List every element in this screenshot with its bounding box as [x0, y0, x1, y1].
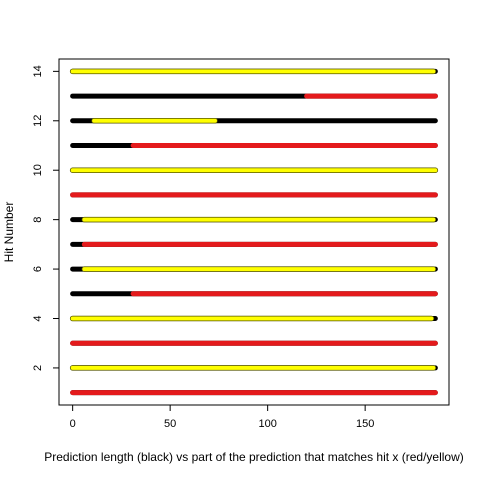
- x-axis: 0 50 100 150: [70, 404, 374, 430]
- x-tick-label-4: 150: [356, 418, 374, 430]
- y-axis: 2 4 6 8 10 12 14: [32, 65, 60, 371]
- y-tick-label-4: 8: [32, 217, 44, 223]
- x-tick-label-3: 100: [258, 418, 276, 430]
- plot-frame: [58, 58, 450, 406]
- x-axis-title: Prediction length (black) vs part of the…: [44, 450, 464, 464]
- x-tick-label-1: 0: [70, 418, 76, 430]
- y-tick-label-2: 4: [32, 315, 44, 321]
- y-tick-label-5: 10: [32, 164, 44, 176]
- y-tick-label-6: 12: [32, 115, 44, 127]
- y-tick-label-1: 2: [32, 365, 44, 371]
- match-segments: [69, 68, 439, 396]
- y-tick-label-3: 6: [32, 266, 44, 272]
- y-axis-title: Hit Number: [2, 202, 16, 263]
- x-tick-label-2: 50: [164, 418, 176, 430]
- y-tick-label-7: 14: [32, 65, 44, 77]
